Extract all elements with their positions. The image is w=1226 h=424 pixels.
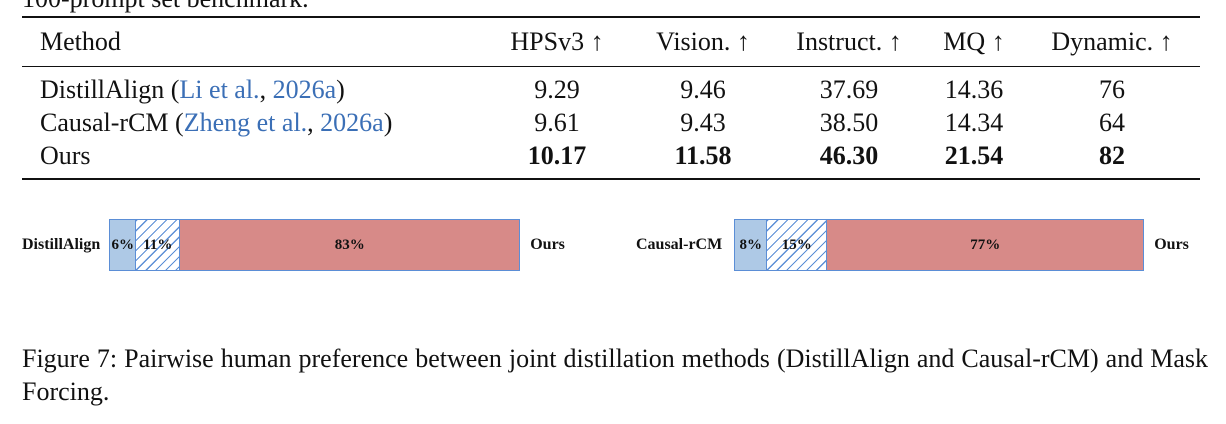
value-cell-best: 21.54 <box>944 140 1004 170</box>
header-instruct: Instruct. ↑ <box>796 27 902 56</box>
segment-tie: 15% <box>767 220 828 270</box>
value-cell-best: 11.58 <box>674 140 732 170</box>
header-method: Method <box>40 27 121 56</box>
figure-caption: Figure 7: Pairwise human preference betw… <box>22 344 1208 406</box>
table-bottom-rule <box>22 178 1200 180</box>
value-cell-best: 46.30 <box>819 140 879 170</box>
value-cell: 9.29 <box>534 74 580 104</box>
value-cell: 14.34 <box>944 107 1004 137</box>
preference-left-label: DistillAlign <box>22 236 101 253</box>
results-table: Method HPSv3 ↑ Vision. ↑ Instruct. ↑ MQ … <box>22 16 1200 180</box>
table-mid-rule <box>22 66 1200 67</box>
method-cell: DistillAlign (Li et al., 2026a) <box>22 75 482 105</box>
citation-year-link[interactable]: 2026a <box>320 107 384 137</box>
segment-ours-wins: 83% <box>180 220 520 270</box>
cite-paren: ) <box>383 107 393 137</box>
segment-tie: 11% <box>136 220 181 270</box>
cite-paren: ( <box>168 107 184 137</box>
method-name: Causal-rCM <box>40 107 169 137</box>
header-hpsv3: HPSv3 ↑ <box>510 27 604 56</box>
table-row: Causal-rCM (Zheng et al., 2026a) 9.61 9.… <box>22 106 1200 139</box>
header-mq: MQ ↑ <box>943 27 1005 56</box>
preference-left-label: Causal-rCM <box>636 236 723 253</box>
segment-baseline-wins: 8% <box>735 220 768 270</box>
value-cell: 64 <box>1099 107 1125 137</box>
value-cell: 37.69 <box>819 74 879 104</box>
table-row: DistillAlign (Li et al., 2026a) 9.29 9.4… <box>22 73 1200 106</box>
cite-paren: ( <box>164 74 180 104</box>
stacked-bar: 6% 11% 83% <box>109 219 521 271</box>
cite-sep: , <box>307 107 321 137</box>
truncated-text-line: 100-prompt set benchmark. <box>22 0 309 12</box>
citation-year-link[interactable]: 2026a <box>272 74 337 104</box>
method-name: Ours <box>40 140 91 170</box>
value-cell: 14.36 <box>944 74 1004 104</box>
value-cell-best: 82 <box>1099 140 1125 170</box>
cite-paren: ) <box>336 74 345 104</box>
preference-right-label: Ours <box>530 236 565 253</box>
method-cell: Causal-rCM (Zheng et al., 2026a) <box>22 108 482 138</box>
segment-ours-wins: 77% <box>827 220 1144 270</box>
segment-baseline-wins: 6% <box>110 220 137 270</box>
preference-bar-distillalign: DistillAlign 6% 11% 83% Ours <box>22 219 565 271</box>
header-vision: Vision. ↑ <box>656 27 750 56</box>
value-cell: 9.43 <box>680 107 726 137</box>
method-name: DistillAlign <box>40 74 165 104</box>
preference-bar-causal-rcm: Causal-rCM 8% 15% 77% Ours <box>636 219 1189 271</box>
value-cell-best: 10.17 <box>527 140 587 170</box>
stacked-bar: 8% 15% 77% <box>734 219 1145 271</box>
citation-author-link[interactable]: Zheng et al. <box>183 107 308 137</box>
value-cell: 76 <box>1099 74 1125 104</box>
table-row-ours: Ours 10.17 11.58 46.30 21.54 82 <box>22 139 1200 172</box>
table-top-rule <box>22 16 1200 18</box>
preference-right-label: Ours <box>1154 236 1189 253</box>
header-dynamic: Dynamic. ↑ <box>1051 27 1173 56</box>
value-cell: 9.46 <box>680 74 726 104</box>
cite-sep: , <box>259 74 273 104</box>
value-cell: 38.50 <box>819 107 879 137</box>
table-header-row: Method HPSv3 ↑ Vision. ↑ Instruct. ↑ MQ … <box>22 18 1200 66</box>
citation-author-link[interactable]: Li et al. <box>179 74 260 104</box>
value-cell: 9.61 <box>534 107 580 137</box>
